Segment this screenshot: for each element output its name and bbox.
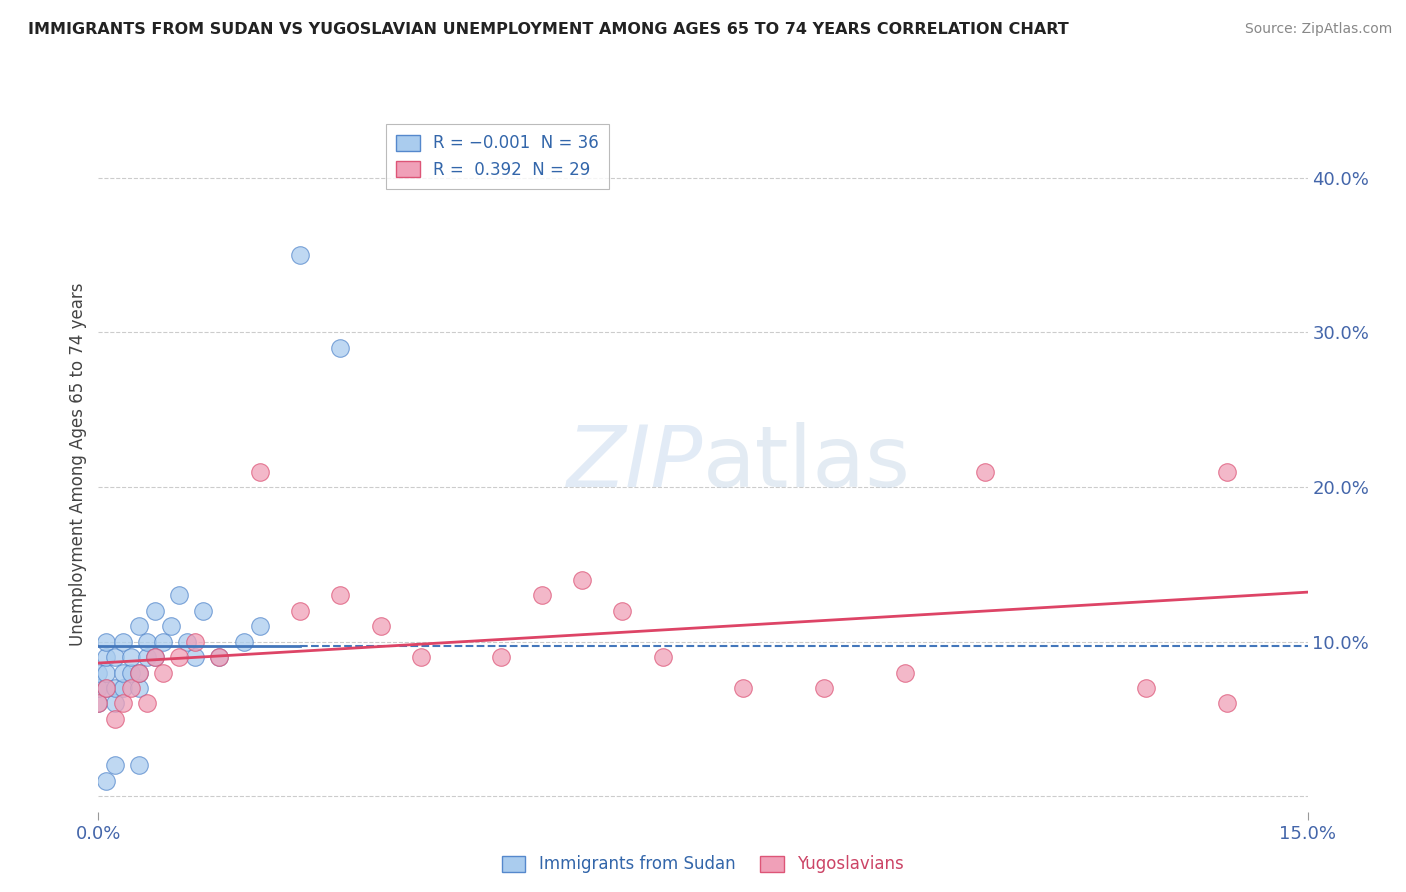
Point (1216, 465, 1239, 479)
Point (103, 697, 125, 711)
Point (96, 773, 118, 788)
Point (103, 758, 125, 772)
Point (176, 634, 198, 648)
Point (120, 650, 142, 665)
Point (87, 681, 110, 695)
Point (288, 604, 311, 618)
Point (1216, 697, 1239, 711)
Point (103, 712, 125, 726)
Point (143, 604, 166, 618)
Point (135, 697, 157, 711)
Point (87, 697, 110, 711)
Point (96, 681, 118, 695)
Point (232, 634, 254, 648)
Point (103, 681, 125, 695)
Text: IMMIGRANTS FROM SUDAN VS YUGOSLAVIAN UNEMPLOYMENT AMONG AGES 65 TO 74 YEARS CORR: IMMIGRANTS FROM SUDAN VS YUGOSLAVIAN UNE… (28, 22, 1069, 37)
Point (87, 665, 110, 680)
Point (651, 650, 673, 665)
Text: Source: ZipAtlas.com: Source: ZipAtlas.com (1244, 22, 1392, 37)
Point (87, 697, 110, 711)
Point (167, 650, 190, 665)
Point (184, 650, 207, 665)
Text: ZIP: ZIP (567, 422, 703, 506)
Point (160, 619, 183, 633)
Point (193, 604, 215, 618)
Point (370, 619, 392, 633)
Point (128, 619, 150, 633)
Point (135, 634, 157, 648)
Point (96, 665, 118, 680)
Point (96, 681, 118, 695)
Y-axis label: Unemployment Among Ages 65 to 74 years: Unemployment Among Ages 65 to 74 years (69, 282, 87, 646)
Point (128, 665, 150, 680)
Point (143, 650, 166, 665)
Point (128, 681, 150, 695)
Point (96, 634, 118, 648)
Point (111, 697, 134, 711)
Point (96, 650, 118, 665)
Point (128, 758, 150, 772)
Point (1135, 681, 1157, 695)
Point (893, 665, 915, 680)
Point (184, 634, 207, 648)
Point (249, 465, 271, 479)
Point (111, 681, 134, 695)
Point (329, 341, 352, 355)
Point (120, 681, 142, 695)
Point (409, 650, 432, 665)
Point (208, 650, 231, 665)
Point (135, 650, 157, 665)
Point (530, 588, 553, 602)
Point (974, 465, 997, 479)
Point (120, 665, 142, 680)
Point (733, 681, 755, 695)
Point (813, 681, 835, 695)
Point (103, 650, 125, 665)
Point (143, 650, 166, 665)
Point (612, 604, 634, 618)
Text: atlas: atlas (703, 422, 911, 506)
Point (152, 634, 174, 648)
Point (249, 619, 271, 633)
Point (167, 588, 190, 602)
Point (329, 588, 352, 602)
Point (491, 650, 513, 665)
Point (111, 665, 134, 680)
Point (111, 634, 134, 648)
Point (128, 665, 150, 680)
Point (571, 573, 593, 587)
Point (208, 650, 231, 665)
Point (288, 248, 311, 262)
Point (152, 665, 174, 680)
Legend: Immigrants from Sudan, Yugoslavians: Immigrants from Sudan, Yugoslavians (495, 848, 911, 880)
